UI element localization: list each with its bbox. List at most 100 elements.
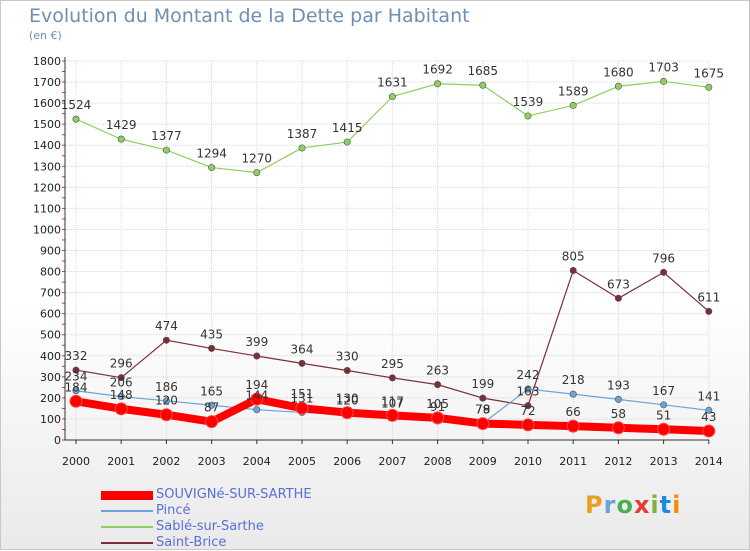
- data-label: 206: [110, 376, 133, 390]
- y-tick-label: 100: [40, 413, 61, 426]
- data-point: [521, 418, 535, 432]
- data-label: 51: [656, 408, 671, 422]
- data-label: 43: [701, 410, 716, 424]
- data-label: 399: [245, 335, 268, 349]
- y-tick-label: 900: [40, 245, 61, 258]
- data-point: [162, 336, 170, 344]
- data-label: 107: [381, 396, 404, 410]
- data-point: [614, 395, 622, 403]
- y-tick-label: 1000: [33, 223, 61, 236]
- data-label: 117: [381, 394, 404, 408]
- data-label: 58: [611, 407, 626, 421]
- chart-unit-label: (en €): [29, 29, 62, 42]
- y-tick-label: 500: [40, 329, 61, 342]
- data-point: [208, 164, 216, 172]
- data-point: [69, 394, 83, 408]
- data-label: 165: [200, 384, 223, 398]
- data-point: [431, 411, 445, 425]
- data-point: [479, 81, 487, 89]
- data-label: 330: [336, 350, 359, 364]
- logo-letter: t: [659, 491, 673, 519]
- logo-letter: x: [633, 491, 651, 519]
- data-label: 1589: [558, 84, 589, 98]
- data-point: [298, 144, 306, 152]
- data-point: [162, 397, 170, 405]
- data-label: 186: [155, 380, 178, 394]
- data-label: 1415: [332, 121, 363, 135]
- data-label: 184: [65, 380, 88, 394]
- data-point: [250, 392, 264, 406]
- data-point: [660, 268, 668, 276]
- data-label: 141: [697, 389, 720, 403]
- data-label: 474: [155, 319, 178, 333]
- legend-label: Pincé: [156, 503, 191, 518]
- x-tick-label: 2005: [288, 455, 316, 468]
- data-label: 1270: [242, 152, 273, 166]
- data-label: 91: [430, 400, 445, 414]
- data-label: 218: [562, 373, 585, 387]
- data-point: [253, 352, 261, 360]
- data-point: [117, 135, 125, 143]
- x-tick-label: 2002: [152, 455, 180, 468]
- data-label: 234: [65, 370, 88, 384]
- legend-swatch: [101, 510, 153, 512]
- data-point: [614, 82, 622, 90]
- data-label: 1692: [422, 63, 453, 77]
- y-tick-label: 1700: [33, 76, 61, 89]
- data-label: 1539: [513, 95, 544, 109]
- data-label: 120: [336, 394, 359, 408]
- data-point: [343, 138, 351, 146]
- legend-swatch: [101, 526, 153, 528]
- x-tick-label: 2008: [424, 455, 452, 468]
- data-label: 611: [697, 290, 720, 304]
- data-label: 296: [110, 357, 133, 371]
- data-label: 1631: [377, 76, 408, 90]
- data-label: 79: [475, 402, 490, 416]
- data-label: 193: [607, 378, 630, 392]
- data-point: [657, 422, 671, 436]
- data-point: [614, 294, 622, 302]
- data-label: 263: [426, 364, 449, 378]
- data-point: [702, 424, 716, 438]
- legend-label: Saint-Brice: [156, 535, 227, 550]
- legend-swatch: [101, 490, 153, 500]
- data-point: [524, 385, 532, 393]
- data-labels: 184 148 120 87 194 151 130 117 105 78 72 66 58 51 43 23…: [61, 60, 724, 424]
- proxiti-logo: Proxiti: [585, 491, 681, 519]
- data-label: 332: [65, 349, 88, 363]
- data-label: 199: [471, 377, 494, 391]
- data-point: [434, 80, 442, 88]
- x-tick-label: 2007: [378, 455, 406, 468]
- data-point: [117, 393, 125, 401]
- data-label: 1685: [468, 64, 499, 78]
- y-tick-label: 0: [54, 434, 61, 447]
- data-point: [434, 381, 442, 389]
- y-tick-label: 1600: [33, 97, 61, 110]
- data-point: [569, 101, 577, 109]
- data-point: [114, 402, 128, 416]
- data-point: [117, 374, 125, 382]
- x-tick-label: 2001: [107, 455, 135, 468]
- logo-letter: i: [672, 491, 682, 519]
- y-tick-label: 1500: [33, 118, 61, 131]
- data-point: [705, 83, 713, 91]
- data-point: [524, 112, 532, 120]
- x-tick-label: 2003: [198, 455, 226, 468]
- data-label: 796: [652, 251, 675, 265]
- chart-title: Evolution du Montant de la Dette par Hab…: [29, 5, 470, 27]
- data-point: [705, 307, 713, 315]
- logo-letter: P: [585, 491, 604, 519]
- data-point: [385, 408, 399, 422]
- y-tick-label: 1100: [33, 202, 61, 215]
- data-label: 72: [520, 404, 535, 418]
- data-label: 144: [245, 389, 268, 403]
- y-tick-label: 400: [40, 350, 61, 363]
- data-label: 1680: [603, 65, 634, 79]
- data-point: [524, 402, 532, 410]
- legend-swatch: [101, 542, 153, 544]
- data-point: [295, 401, 309, 415]
- data-label: 148: [110, 388, 133, 402]
- x-tick-label: 2012: [604, 455, 632, 468]
- data-label: 805: [562, 250, 585, 264]
